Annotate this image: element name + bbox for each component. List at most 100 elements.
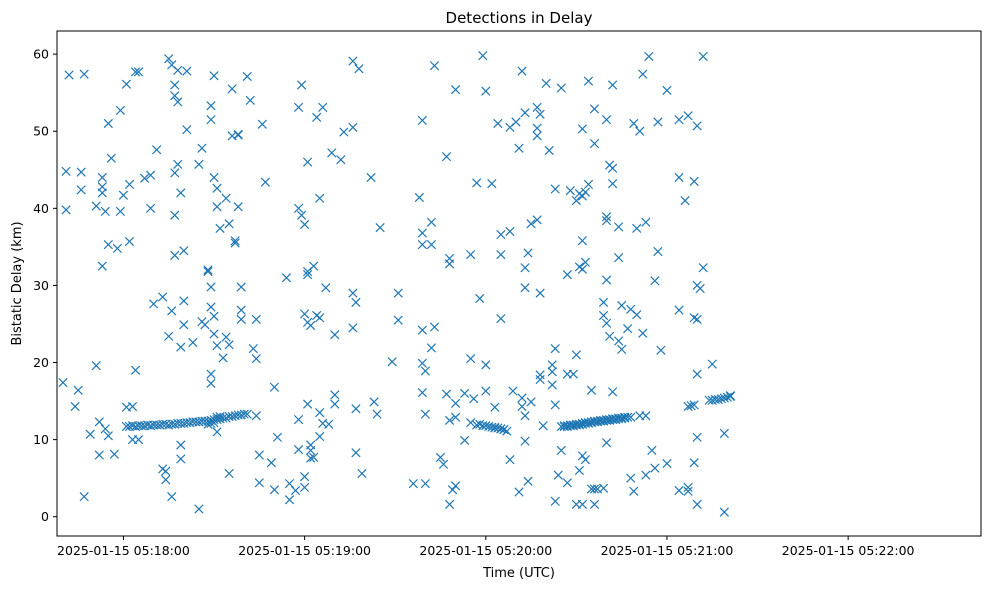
chart-title: Detections in Delay xyxy=(446,9,593,27)
data-point xyxy=(375,222,385,233)
data-point xyxy=(224,340,234,350)
data-point xyxy=(466,418,476,428)
data-point xyxy=(547,380,557,390)
data-point xyxy=(517,393,527,403)
data-point xyxy=(284,478,295,489)
data-point xyxy=(450,412,461,422)
data-point xyxy=(372,409,382,419)
data-point xyxy=(683,111,693,121)
data-point xyxy=(330,330,340,340)
data-point xyxy=(315,431,325,442)
data-point xyxy=(511,117,521,127)
data-point xyxy=(233,202,243,212)
data-point xyxy=(306,440,316,450)
data-point xyxy=(194,504,204,514)
data-point xyxy=(505,455,515,465)
x-tick-label: 2025-01-15 05:20:00 xyxy=(419,543,552,558)
data-point xyxy=(109,449,119,459)
data-point xyxy=(236,282,246,292)
data-point xyxy=(130,365,141,375)
data-point xyxy=(315,408,325,418)
data-point xyxy=(351,448,361,458)
data-point xyxy=(725,391,735,401)
y-tick-label: 20 xyxy=(33,355,49,370)
data-point xyxy=(444,259,455,269)
data-point xyxy=(517,66,527,76)
data-point xyxy=(520,263,530,273)
data-point xyxy=(674,305,684,315)
x-tick-label: 2025-01-15 05:18:00 xyxy=(57,543,190,558)
data-point xyxy=(692,499,702,510)
data-point xyxy=(641,470,651,480)
data-point xyxy=(550,400,560,410)
data-point xyxy=(562,478,572,488)
data-point xyxy=(589,138,600,149)
data-point xyxy=(206,302,216,312)
data-point xyxy=(303,270,313,280)
data-point xyxy=(161,466,171,476)
data-point xyxy=(568,369,578,379)
data-point xyxy=(293,102,304,112)
data-point xyxy=(369,397,379,407)
data-point xyxy=(553,470,563,480)
data-point xyxy=(623,412,633,422)
data-point xyxy=(526,397,536,407)
data-point xyxy=(719,393,729,403)
data-point xyxy=(441,152,452,162)
data-point xyxy=(206,101,216,111)
data-point xyxy=(469,394,479,404)
data-point xyxy=(683,486,693,496)
data-point xyxy=(571,350,581,360)
data-point xyxy=(176,342,186,352)
data-point xyxy=(212,340,222,351)
data-point xyxy=(100,424,110,434)
data-point xyxy=(626,473,636,483)
data-point xyxy=(293,414,304,425)
data-point xyxy=(574,420,585,430)
data-point xyxy=(284,495,295,505)
data-point xyxy=(293,445,304,455)
y-tick-label: 40 xyxy=(33,201,49,216)
data-point xyxy=(408,478,418,489)
data-point xyxy=(441,389,452,399)
data-point xyxy=(70,401,80,412)
data-point xyxy=(623,323,633,334)
plot-area-frame xyxy=(56,30,982,537)
data-point xyxy=(617,344,627,355)
data-point xyxy=(532,215,542,225)
data-point xyxy=(299,472,310,482)
data-point xyxy=(227,411,237,422)
data-point xyxy=(607,163,618,173)
data-point xyxy=(179,296,189,306)
data-point xyxy=(91,201,101,211)
data-point xyxy=(97,172,107,183)
data-point xyxy=(115,105,126,116)
data-point xyxy=(139,173,150,183)
y-tick-label: 30 xyxy=(33,278,49,293)
data-point xyxy=(420,478,431,489)
data-point xyxy=(438,459,449,469)
data-point xyxy=(429,61,440,71)
data-point xyxy=(299,309,310,319)
data-point xyxy=(472,178,482,188)
data-point xyxy=(550,184,560,194)
data-point xyxy=(85,429,95,439)
data-point xyxy=(206,378,216,388)
data-point xyxy=(598,310,609,321)
data-point xyxy=(517,401,527,412)
data-point xyxy=(674,115,684,125)
data-point xyxy=(526,219,536,229)
data-point xyxy=(426,343,437,353)
data-point xyxy=(420,366,431,376)
data-point xyxy=(203,266,213,277)
data-point xyxy=(366,172,376,183)
data-point xyxy=(173,65,183,75)
data-point xyxy=(79,492,89,502)
data-point xyxy=(79,69,89,79)
data-point xyxy=(481,421,491,431)
data-point xyxy=(61,166,71,176)
data-point xyxy=(73,385,83,395)
data-point xyxy=(450,481,461,491)
data-point xyxy=(251,314,261,324)
data-point xyxy=(481,386,491,396)
